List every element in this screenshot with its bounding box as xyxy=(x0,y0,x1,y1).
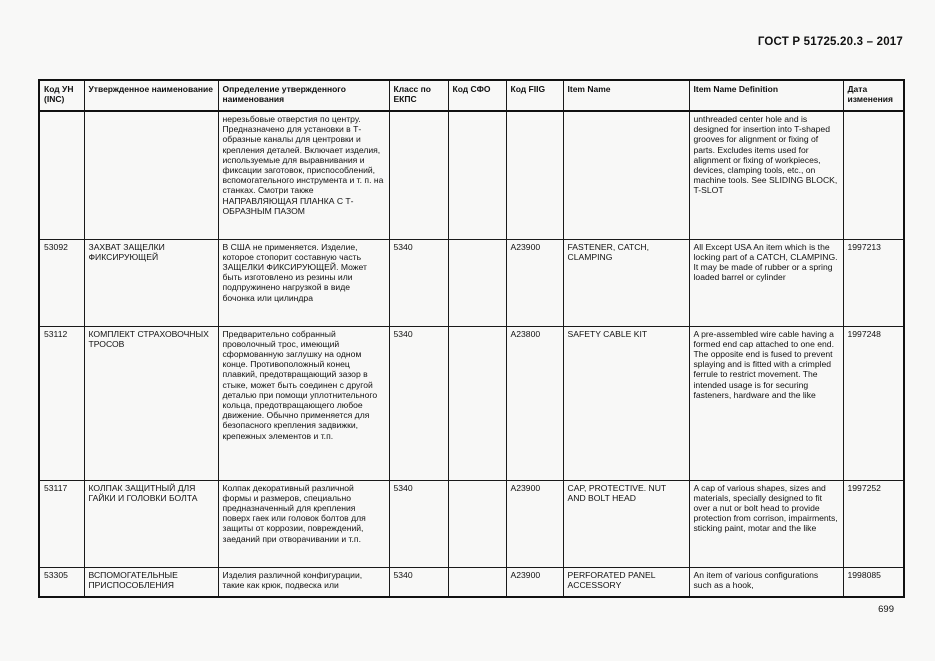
table-cell: КОМПЛЕКТ СТРАХОВОЧНЫХ ТРОСОВ xyxy=(83,325,219,481)
table-cell: 53305 xyxy=(38,566,85,598)
table-cell: 1997252 xyxy=(842,479,905,568)
table-cell: 5340 xyxy=(388,566,449,598)
table-row: нерезьбовые отверстия по центру. Предназ… xyxy=(38,110,905,240)
table-cell: нерезьбовые отверстия по центру. Предназ… xyxy=(217,110,390,240)
table-row: 53305 ВСПОМОГАТЕЛЬНЫЕ ПРИСПОСОБЛЕНИЯ Издел… xyxy=(38,566,905,598)
table-cell: 1997248 xyxy=(842,325,905,481)
table-body: нерезьбовые отверстия по центру. Предназ… xyxy=(38,110,905,598)
table-cell: 53092 xyxy=(38,238,85,327)
table-cell xyxy=(447,325,507,481)
column-header: Дата изменения xyxy=(842,79,905,112)
table-cell: An item of various configurations such a… xyxy=(688,566,844,598)
table-cell xyxy=(505,110,564,240)
table-cell: В США не применяется. Изделие, которое с… xyxy=(217,238,390,327)
table-cell: A23900 xyxy=(505,566,564,598)
table-cell: 1997213 xyxy=(842,238,905,327)
table-cell xyxy=(447,479,507,568)
table-cell xyxy=(447,110,507,240)
table-cell: 5340 xyxy=(388,238,449,327)
table-cell: FASTENER, CATCH, CLAMPING xyxy=(562,238,690,327)
table-header-row: Код УН (INC) Утвержденное наименование Опр… xyxy=(38,79,905,112)
column-header: Утвержденное наименование xyxy=(83,79,219,112)
page-number: 699 xyxy=(878,604,894,615)
table-row: 53117 КОЛПАК ЗАЩИТНЫЙ ДЛЯ ГАЙКИ И ГОЛОВКИ… xyxy=(38,479,905,568)
table-cell: SAFETY CABLE KIT xyxy=(562,325,690,481)
table-cell: Изделия различной конфигурации, такие ка… xyxy=(217,566,390,598)
table-cell: 1998085 xyxy=(842,566,905,598)
document-number: ГОСТ Р 51725.20.3 – 2017 xyxy=(757,36,903,48)
table-cell xyxy=(38,110,85,240)
column-header: Item Name Definition xyxy=(688,79,844,112)
column-header: Код FIIG xyxy=(505,79,564,112)
table-cell xyxy=(842,110,905,240)
table-cell: 53112 xyxy=(38,325,85,481)
table-cell: A23800 xyxy=(505,325,564,481)
table-cell: PERFORATED PANEL ACCESSORY xyxy=(562,566,690,598)
table-cell: Колпак декоративный различной формы и ра… xyxy=(217,479,390,568)
table-cell: A23900 xyxy=(505,238,564,327)
table-cell: ВСПОМОГАТЕЛЬНЫЕ ПРИСПОСОБЛЕНИЯ xyxy=(83,566,219,598)
table-cell: unthreaded center hole and is designed f… xyxy=(688,110,844,240)
table-cell: КОЛПАК ЗАЩИТНЫЙ ДЛЯ ГАЙКИ И ГОЛОВКИ БОЛТ… xyxy=(83,479,219,568)
table-cell: 5340 xyxy=(388,479,449,568)
table-cell xyxy=(388,110,449,240)
table-cell: All Except USA An item which is the lock… xyxy=(688,238,844,327)
table-row: 53092 ЗАХВАТ ЗАЩЕЛКИ ФИКСИРУЮЩЕЙ В США не … xyxy=(38,238,905,327)
column-header: Item Name xyxy=(562,79,690,112)
table-cell xyxy=(562,110,690,240)
table-cell xyxy=(447,238,507,327)
table-cell: A pre-assembled wire cable having a form… xyxy=(688,325,844,481)
column-header: Класс по ЕКПС xyxy=(388,79,449,112)
classification-table: Код УН (INC) Утвержденное наименование Опр… xyxy=(38,79,905,598)
table-cell: A23900 xyxy=(505,479,564,568)
table-cell xyxy=(447,566,507,598)
column-header: Код УН (INC) xyxy=(38,79,85,112)
table-cell: Предварительно собранный проволочный тро… xyxy=(217,325,390,481)
table-cell: ЗАХВАТ ЗАЩЕЛКИ ФИКСИРУЮЩЕЙ xyxy=(83,238,219,327)
table-cell: 5340 xyxy=(388,325,449,481)
table-cell: CAP, PROTECTIVE. NUT AND BOLT HEAD xyxy=(562,479,690,568)
table-cell: A cap of various shapes, sizes and mater… xyxy=(688,479,844,568)
column-header: Определение утвержденного наименования xyxy=(217,79,390,112)
column-header: Код СФО xyxy=(447,79,507,112)
table-row: 53112 КОМПЛЕКТ СТРАХОВОЧНЫХ ТРОСОВ Предвар… xyxy=(38,325,905,481)
table-cell: 53117 xyxy=(38,479,85,568)
table-cell xyxy=(83,110,219,240)
